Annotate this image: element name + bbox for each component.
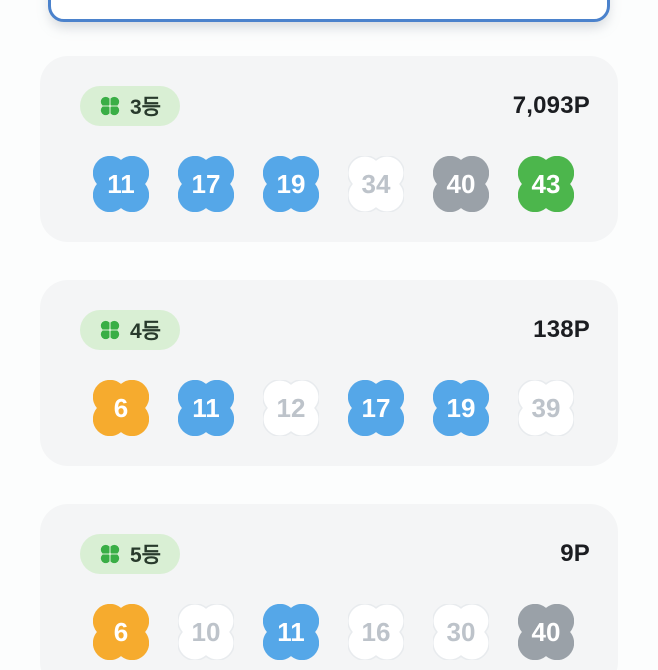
rank-card-header: 4등 138P xyxy=(80,310,590,350)
lotto-ball: 12 xyxy=(263,380,319,436)
lotto-ball: 34 xyxy=(348,156,404,212)
lotto-ball: 6 xyxy=(93,380,149,436)
ball-row: 6 11 12 17 19 39 xyxy=(93,380,590,436)
points-value: 138P xyxy=(533,316,590,343)
ball-number: 17 xyxy=(191,169,221,199)
rank-card: 3등 7,093P 11 17 19 34 40 43 xyxy=(40,56,618,242)
lotto-ball: 11 xyxy=(263,604,319,660)
lotto-ball: 17 xyxy=(348,380,404,436)
ball-row: 6 10 11 16 30 40 xyxy=(93,604,590,660)
points-value: 9P xyxy=(560,540,590,567)
rank-card: 5등 9P 6 10 11 16 30 40 xyxy=(40,504,618,670)
clover-icon xyxy=(99,95,121,117)
ball-number: 34 xyxy=(361,169,391,199)
lotto-ball: 30 xyxy=(433,604,489,660)
ball-number: 16 xyxy=(361,617,391,647)
ball-number: 11 xyxy=(192,393,220,423)
rank-badge: 5등 xyxy=(80,534,180,574)
ball-number: 6 xyxy=(113,617,129,647)
rank-card-header: 3등 7,093P xyxy=(80,86,590,126)
rank-badge: 4등 xyxy=(80,310,180,350)
lotto-ball: 11 xyxy=(93,156,149,212)
ball-number: 12 xyxy=(276,393,306,423)
lotto-ball: 39 xyxy=(518,380,574,436)
ball-number: 19 xyxy=(446,393,476,423)
rank-label: 3등 xyxy=(130,96,161,119)
rank-card-header: 5등 9P xyxy=(80,534,590,574)
lotto-ball: 40 xyxy=(518,604,574,660)
ball-number: 6 xyxy=(113,393,129,423)
lotto-ball: 16 xyxy=(348,604,404,660)
lotto-ball: 19 xyxy=(263,156,319,212)
ball-number: 17 xyxy=(361,393,391,423)
winning-rank-list: 3등 7,093P 11 17 19 34 40 43 4등 138P 6 11 xyxy=(40,56,618,670)
ball-number: 40 xyxy=(446,169,476,199)
points-value: 7,093P xyxy=(512,92,590,119)
lotto-ball: 17 xyxy=(178,156,234,212)
ball-number: 30 xyxy=(446,617,476,647)
rank-label: 5등 xyxy=(130,544,161,567)
lotto-ball: 11 xyxy=(178,380,234,436)
lotto-ball: 10 xyxy=(178,604,234,660)
lotto-ball: 6 xyxy=(93,604,149,660)
ball-row: 11 17 19 34 40 43 xyxy=(93,156,590,212)
ball-number: 39 xyxy=(531,393,561,423)
ball-number: 19 xyxy=(276,169,306,199)
clover-icon xyxy=(99,319,121,341)
ball-number: 10 xyxy=(191,617,221,647)
lotto-ball: 43 xyxy=(518,156,574,212)
ball-number: 11 xyxy=(107,169,135,199)
lotto-ball: 19 xyxy=(433,380,489,436)
rank-label: 4등 xyxy=(130,320,161,343)
lotto-ball: 40 xyxy=(433,156,489,212)
ball-number: 40 xyxy=(531,617,561,647)
clover-icon xyxy=(99,543,121,565)
rank-card: 4등 138P 6 11 12 17 19 39 xyxy=(40,280,618,466)
ball-number: 11 xyxy=(277,617,305,647)
ball-number: 43 xyxy=(531,169,561,199)
top-blue-button[interactable] xyxy=(48,0,610,22)
rank-badge: 3등 xyxy=(80,86,180,126)
